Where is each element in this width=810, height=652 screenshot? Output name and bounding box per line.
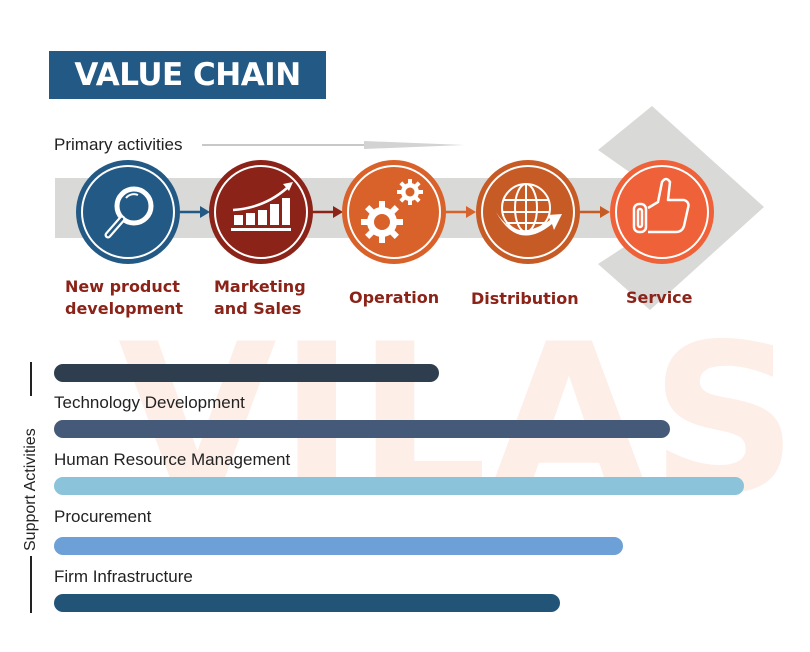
- step-label-marketing: Marketing and Sales: [214, 276, 306, 320]
- step-label-line1: Marketing: [214, 277, 306, 296]
- support-activities-label: Support Activities: [22, 428, 39, 551]
- globe-arrow-icon: [496, 183, 562, 236]
- support-bar-top: [54, 364, 439, 382]
- support-bar-firm-infrastructure: [54, 594, 560, 612]
- gears-icon: [361, 179, 423, 243]
- step-distribution: [476, 160, 580, 264]
- step-marketing-sales: [209, 160, 313, 264]
- step-label-service: Service: [626, 288, 693, 307]
- step-label-line2: and Sales: [214, 299, 302, 318]
- step-label-operation: Operation: [349, 288, 440, 307]
- step-label-line1: New product: [65, 277, 180, 296]
- primary-activities-label: Primary activities: [54, 135, 183, 154]
- support-label-procurement: Procurement: [54, 507, 152, 526]
- step-new-product-development: [76, 160, 180, 264]
- support-bar-procurement: [54, 537, 623, 555]
- page-title: VALUE CHAIN: [49, 51, 326, 99]
- step-operation: [342, 160, 446, 264]
- growth-chart-icon: [231, 182, 293, 231]
- primary-arrow-line: [202, 141, 464, 149]
- support-bar-hr: [54, 477, 744, 495]
- step-label-distribution: Distribution: [471, 289, 579, 308]
- support-label-firm-infrastructure: Firm Infrastructure: [54, 567, 193, 586]
- support-label-technology: Technology Development: [54, 393, 245, 412]
- step-label-line2: development: [65, 299, 184, 318]
- thumbs-up-icon: [632, 177, 690, 234]
- connector-arrows: [180, 206, 610, 218]
- support-bracket-bottom: [30, 556, 32, 613]
- support-label-hr: Human Resource Management: [54, 450, 291, 469]
- step-label-new-product: New product development: [65, 276, 183, 320]
- support-bracket-top: [30, 362, 32, 396]
- magnifier-icon: [104, 186, 154, 239]
- step-service: [610, 160, 714, 264]
- support-bar-technology: [54, 420, 670, 438]
